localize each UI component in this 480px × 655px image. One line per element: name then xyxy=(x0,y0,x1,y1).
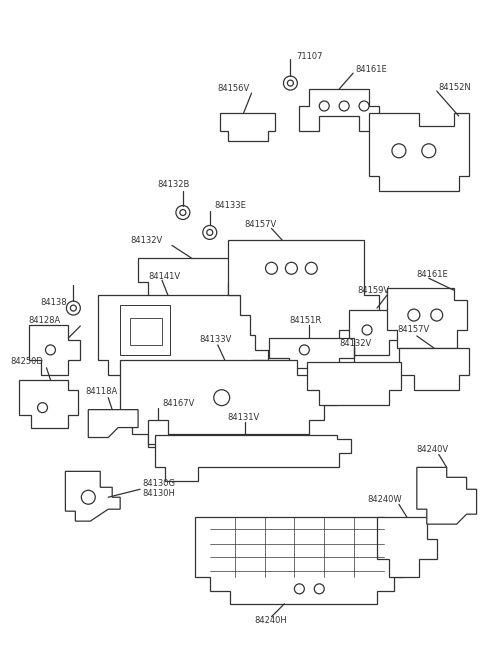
Polygon shape xyxy=(120,305,170,355)
Polygon shape xyxy=(29,325,80,375)
Polygon shape xyxy=(148,420,168,445)
Text: 84130H: 84130H xyxy=(142,489,175,498)
Text: 84130G: 84130G xyxy=(142,479,175,488)
Polygon shape xyxy=(307,362,401,405)
Text: 84156V: 84156V xyxy=(218,84,250,92)
Polygon shape xyxy=(377,517,437,577)
Polygon shape xyxy=(349,310,399,355)
Polygon shape xyxy=(88,409,138,438)
Text: 84159V: 84159V xyxy=(357,286,389,295)
Text: 84250D: 84250D xyxy=(11,358,44,366)
Text: 84167V: 84167V xyxy=(162,399,194,408)
Polygon shape xyxy=(120,360,337,447)
Polygon shape xyxy=(399,348,468,390)
Polygon shape xyxy=(195,517,404,604)
Polygon shape xyxy=(65,472,120,521)
Text: 84138: 84138 xyxy=(40,297,67,307)
Text: 84152N: 84152N xyxy=(439,83,471,92)
Text: 84133V: 84133V xyxy=(200,335,232,345)
Polygon shape xyxy=(155,434,351,481)
Text: 84240H: 84240H xyxy=(254,616,288,625)
Text: 84157V: 84157V xyxy=(397,326,429,335)
Text: 84157V: 84157V xyxy=(245,220,277,229)
Text: 84240V: 84240V xyxy=(417,445,449,454)
Text: 84132V: 84132V xyxy=(130,236,162,245)
Text: 84128A: 84128A xyxy=(29,316,61,324)
Polygon shape xyxy=(98,295,279,390)
Text: 71107: 71107 xyxy=(296,52,323,61)
Text: 84131V: 84131V xyxy=(228,413,260,422)
Polygon shape xyxy=(300,89,379,131)
Text: 84161E: 84161E xyxy=(355,65,387,73)
Text: 84161E: 84161E xyxy=(417,270,449,279)
Polygon shape xyxy=(138,258,240,296)
Text: 84132B: 84132B xyxy=(157,180,190,189)
Polygon shape xyxy=(220,113,276,141)
Circle shape xyxy=(359,101,369,111)
Text: 84133E: 84133E xyxy=(215,201,247,210)
Polygon shape xyxy=(387,288,467,348)
Text: 84141V: 84141V xyxy=(148,272,180,281)
Polygon shape xyxy=(228,240,379,350)
Text: 84132V: 84132V xyxy=(339,339,372,348)
Polygon shape xyxy=(19,380,78,428)
Text: 84240W: 84240W xyxy=(367,495,402,504)
Text: 84151R: 84151R xyxy=(289,316,322,324)
Polygon shape xyxy=(369,113,468,191)
Polygon shape xyxy=(417,468,477,524)
Text: 84118A: 84118A xyxy=(85,387,118,396)
Polygon shape xyxy=(269,338,354,368)
